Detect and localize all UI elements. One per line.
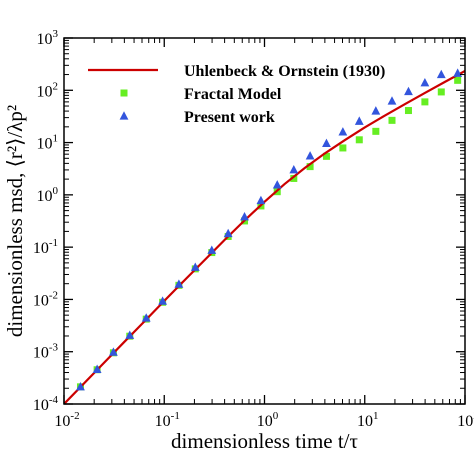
fractal-model-point [388, 116, 396, 124]
present-work-point [240, 212, 249, 221]
present-work-point [174, 279, 184, 288]
fractal-model-point [290, 174, 298, 182]
present-work-point [141, 313, 151, 322]
present-work-point [272, 180, 282, 189]
present-work-point [354, 116, 364, 125]
present-work-point [256, 195, 266, 205]
plot-area [64, 68, 465, 404]
y-tick-label: 10-2 [33, 289, 58, 309]
present-work-point [223, 228, 233, 238]
fractal-model-point [322, 152, 330, 160]
x-tick-label: 10-1 [155, 410, 180, 430]
present-work-point [92, 364, 102, 373]
y-tick-label: 10-3 [33, 342, 59, 362]
y-axis-title: dimensionless msd, ⟨r²⟩/λp² [3, 105, 27, 337]
x-tick-label: 102 [457, 410, 474, 430]
fractal-model-point [372, 127, 380, 135]
x-axis-title: dimensionless time t/τ [171, 429, 358, 453]
x-tick-label: 10-2 [54, 410, 79, 430]
present-work-point [371, 106, 381, 115]
fractal-model-point [404, 107, 412, 115]
x-tick-label: 101 [357, 410, 379, 430]
fractal-model-point [421, 98, 429, 106]
present-work-point [305, 151, 315, 160]
axes: 10-2 10-1 100 101 102 10-4 10-3 10-2 10-1 100 101 1… [33, 28, 474, 430]
legend-label: Fractal Model [184, 86, 282, 103]
y-tick-label: 103 [37, 28, 59, 48]
fractal-model-point [454, 76, 462, 84]
legend-label: Uhlenbeck & Ornstein (1930) [184, 63, 385, 80]
present-work-point [322, 138, 331, 147]
present-work-point [436, 69, 446, 79]
legend: Uhlenbeck & Ornstein (1930) Fractal Model… [88, 63, 385, 126]
fractal-model-point [437, 88, 445, 96]
present-work-point [125, 330, 135, 339]
fractal-model-point [355, 136, 363, 144]
present-work-point [387, 96, 397, 105]
y-tick-label: 100 [37, 185, 59, 205]
legend-square-swatch [120, 89, 128, 97]
present-work-point [190, 262, 200, 271]
present-work-point [207, 245, 217, 254]
y-tick-label: 102 [37, 80, 59, 100]
present-work-point [420, 78, 430, 87]
x-tick-label: 100 [257, 410, 279, 430]
y-tick-label: 10-1 [33, 237, 58, 257]
present-work-point [289, 164, 299, 174]
y-tick-label: 10-4 [33, 394, 59, 414]
present-work-point [108, 347, 118, 356]
present-work-point [453, 68, 463, 77]
series-group [64, 68, 465, 404]
present-work-point [76, 382, 85, 391]
y-tick-label: 101 [37, 133, 59, 153]
legend-label: Present work [184, 109, 275, 126]
fractal-model-point [306, 163, 314, 171]
present-work-point [338, 127, 348, 136]
legend-triangle-swatch [119, 111, 129, 120]
present-work-point [158, 296, 168, 305]
present-work-point [404, 86, 413, 96]
fractal-model-point [339, 144, 347, 152]
